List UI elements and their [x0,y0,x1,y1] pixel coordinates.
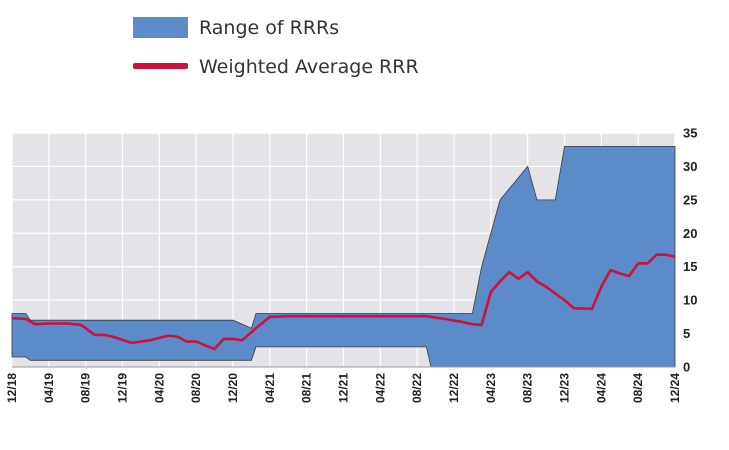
y-axis-ticks: 0 5 10 15 20 25 30 35 [683,126,697,375]
series-weighted-average-line [11,253,676,351]
x-tick-label: 12/21 [337,373,351,403]
x-tick-label: 04/21 [263,373,277,403]
x-tick-label: 12/19 [116,373,130,403]
x-tick-label: 12/20 [226,373,240,403]
y-tick-label: 0 [683,360,690,375]
legend-swatch-range [133,17,188,38]
y-tick-label: 10 [683,293,697,308]
x-tick-label: 08/22 [410,373,424,403]
x-tick-label: 12/24 [668,373,682,403]
x-tick-label: 08/23 [521,373,535,403]
y-tick-label: 15 [683,259,697,274]
y-tick-label: 5 [683,326,690,341]
y-tick-label: 35 [683,126,697,141]
y-tick-label: 20 [683,226,697,241]
x-tick-label: 08/20 [189,373,203,403]
x-tick-label: 12/23 [558,373,572,403]
y-tick-label: 30 [683,159,697,174]
x-tick-label: 04/23 [484,373,498,403]
x-tick-label: 08/19 [79,373,93,403]
legend-swatch-average [133,63,188,69]
y-tick-label: 25 [683,192,697,207]
x-tick-label: 04/19 [42,373,56,403]
x-tick-label: 08/21 [300,373,314,403]
x-tick-label: 12/18 [5,373,19,403]
legend: Range of RRRs Weighted Average RRR [133,17,419,78]
x-tick-label: 04/22 [373,373,387,403]
legend-label-range: Range of RRRs [199,17,339,39]
x-axis-ticks: 12/18 04/19 08/19 12/19 04/20 08/20 12/20 04/21… [5,373,682,403]
x-tick-label: 08/24 [631,373,645,403]
x-tick-label: 04/20 [152,373,166,403]
x-tick-label: 12/22 [447,373,461,403]
legend-label-average: Weighted Average RRR [199,56,419,78]
x-tick-label: 04/24 [594,373,608,403]
line-layer [11,253,676,351]
